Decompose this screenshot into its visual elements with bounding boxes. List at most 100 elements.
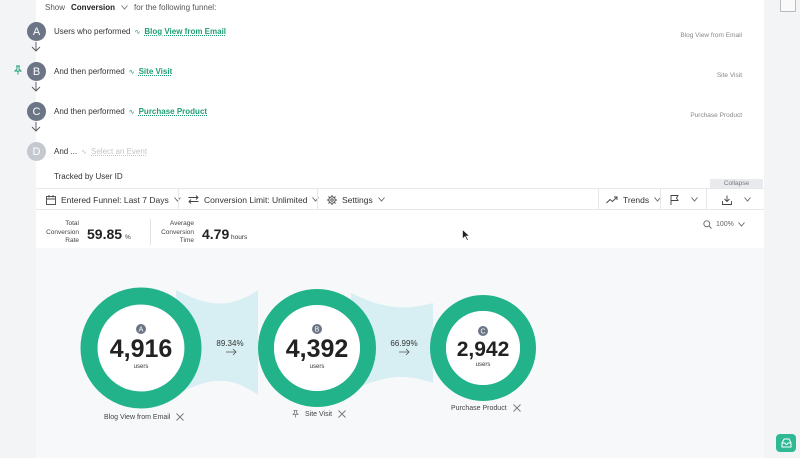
- avg-conversion-time-unit: hours: [231, 234, 248, 241]
- settings-dropdown[interactable]: Settings: [321, 189, 391, 210]
- total-conversion-rate-label: Total Conversion Rate: [46, 220, 79, 244]
- chevron-down-icon: [744, 197, 751, 202]
- settings-label: Settings: [342, 194, 373, 205]
- funnel-suffix: for the following funnel:: [134, 3, 217, 12]
- gear-icon: [327, 194, 337, 205]
- search-icon: [703, 220, 712, 229]
- funnel-ring-c[interactable]: [430, 295, 536, 401]
- download-icon: [722, 195, 732, 205]
- arrow-down-icon: [31, 42, 41, 52]
- node-a-label: Blog View from Email: [104, 413, 171, 421]
- entered-funnel-label: Entered Funnel: Last 7 Days: [61, 194, 169, 205]
- collapse-button[interactable]: Collapse: [710, 179, 763, 188]
- node-c-label: Purchase Product: [451, 404, 507, 412]
- step-a-badge: A: [27, 22, 46, 41]
- node-a-value: 4,916: [110, 335, 173, 363]
- trends-label: Trends: [623, 194, 650, 205]
- conversion-limit-label: Conversion Limit: Unlimited: [204, 194, 308, 205]
- step-b-row: And then performed ∿ Site Visit: [54, 67, 172, 76]
- inbox-icon: [781, 438, 791, 448]
- close-icon[interactable]: [338, 410, 346, 418]
- feedback-button[interactable]: [776, 434, 796, 452]
- chevron-down-icon: [738, 222, 745, 227]
- stats-divider: [150, 219, 151, 245]
- step-d-prefix: And ...: [54, 147, 78, 156]
- panel-icon[interactable]: [780, 0, 796, 12]
- step-b-event[interactable]: Site Visit: [138, 67, 173, 76]
- select-event-link[interactable]: Select an Event: [91, 147, 148, 156]
- chevron-down-icon: [377, 197, 385, 202]
- arrow-right-icon: [399, 348, 410, 356]
- toolbar-divider: [660, 189, 661, 210]
- conversion-b-c: 66.99%: [390, 339, 417, 348]
- mouse-cursor: [462, 229, 470, 241]
- chevron-down-icon: [312, 197, 320, 202]
- node-c-unit: users: [476, 362, 491, 368]
- tracked-by: Tracked by User ID: [54, 172, 123, 181]
- step-a-row: Users who performed ∿ Blog View from Ema…: [54, 27, 226, 36]
- funnel-ring-a-inner: [98, 305, 184, 391]
- flag-dropdown[interactable]: [664, 189, 704, 210]
- chevron-down-icon[interactable]: [121, 5, 128, 10]
- conversion-limit-dropdown[interactable]: Conversion Limit: Unlimited: [182, 189, 325, 210]
- node-c-value: 2,942: [457, 338, 510, 361]
- node-c-caption: Purchase Product: [451, 404, 521, 412]
- node-b-letter: B: [315, 327, 320, 334]
- step-d-badge: D: [27, 142, 46, 161]
- node-b-badge: [312, 324, 322, 334]
- trends-dropdown[interactable]: Trends: [600, 189, 667, 210]
- node-a-caption: Blog View from Email: [104, 413, 185, 421]
- avg-conversion-time-label: Average Conversion Time: [161, 220, 194, 244]
- step-c-row: And then performed ∿ Purchase Product: [54, 107, 207, 116]
- step-a-event[interactable]: Blog View from Email: [144, 27, 227, 36]
- toolbar: Entered Funnel: Last 7 Days Conversion L…: [36, 188, 764, 210]
- step-a-prefix: Users who performed: [54, 27, 131, 36]
- node-b-value: 4,392: [286, 335, 349, 363]
- chevron-down-icon: [691, 197, 698, 202]
- entered-funnel-dropdown[interactable]: Entered Funnel: Last 7 Days: [40, 189, 187, 210]
- close-icon[interactable]: [512, 404, 521, 412]
- conversion-a-b: 89.34%: [216, 339, 243, 348]
- node-c-letter: C: [480, 329, 485, 336]
- zoom-control[interactable]: 100%: [703, 220, 745, 229]
- zoom-level: 100%: [716, 221, 734, 228]
- swap-icon: [188, 195, 199, 204]
- chevron-down-icon: [173, 197, 181, 202]
- total-conversion-rate-value: 59.85: [87, 226, 123, 242]
- node-b-caption: Site Visit: [292, 410, 346, 418]
- funnel-svg: A 4,916 users B 4,392 users C 2,942 user…: [80, 287, 536, 409]
- step-c-right-label: Purchase Product: [690, 112, 742, 119]
- avg-conversion-time-value: 4.79: [202, 226, 230, 242]
- step-b-badge: B: [27, 62, 46, 81]
- calendar-icon: [46, 194, 56, 205]
- step-a-right-label: Blog View from Email: [680, 32, 742, 39]
- export-dropdown[interactable]: [716, 189, 757, 210]
- close-icon[interactable]: [176, 413, 185, 421]
- node-b-unit: users: [310, 364, 325, 370]
- node-c-badge: [478, 326, 488, 336]
- right-rail: [764, 0, 800, 458]
- toolbar-divider: [317, 189, 318, 210]
- chevron-down-icon: [654, 197, 661, 202]
- funnel-ring-b-inner: [274, 305, 360, 391]
- step-b-prefix: And then performed: [54, 67, 125, 76]
- event-icon: ∿: [128, 108, 135, 116]
- node-a-letter: A: [139, 327, 144, 334]
- total-conversion-rate-unit: %: [125, 234, 131, 241]
- toolbar-divider: [706, 189, 707, 210]
- pin-icon[interactable]: [13, 65, 23, 75]
- event-icon: ∿: [134, 28, 141, 36]
- step-c-prefix: And then performed: [54, 107, 125, 116]
- show-label: Show: [45, 3, 66, 12]
- arrow-right-icon: [226, 348, 237, 356]
- funnel-ring-a[interactable]: [80, 287, 202, 409]
- step-c-event[interactable]: Purchase Product: [138, 107, 208, 116]
- funnel-chart: A 4,916 users B 4,392 users C 2,942 user…: [36, 248, 764, 458]
- pin-icon[interactable]: [292, 410, 299, 418]
- funnel-ring-c-inner: [446, 311, 520, 385]
- arrow-down-icon: [31, 122, 41, 132]
- show-row: Show Conversion for the following funnel…: [45, 3, 216, 12]
- funnel-ring-b[interactable]: [258, 289, 376, 407]
- metric-dropdown[interactable]: Conversion: [71, 3, 116, 12]
- event-icon: ∿: [81, 148, 87, 156]
